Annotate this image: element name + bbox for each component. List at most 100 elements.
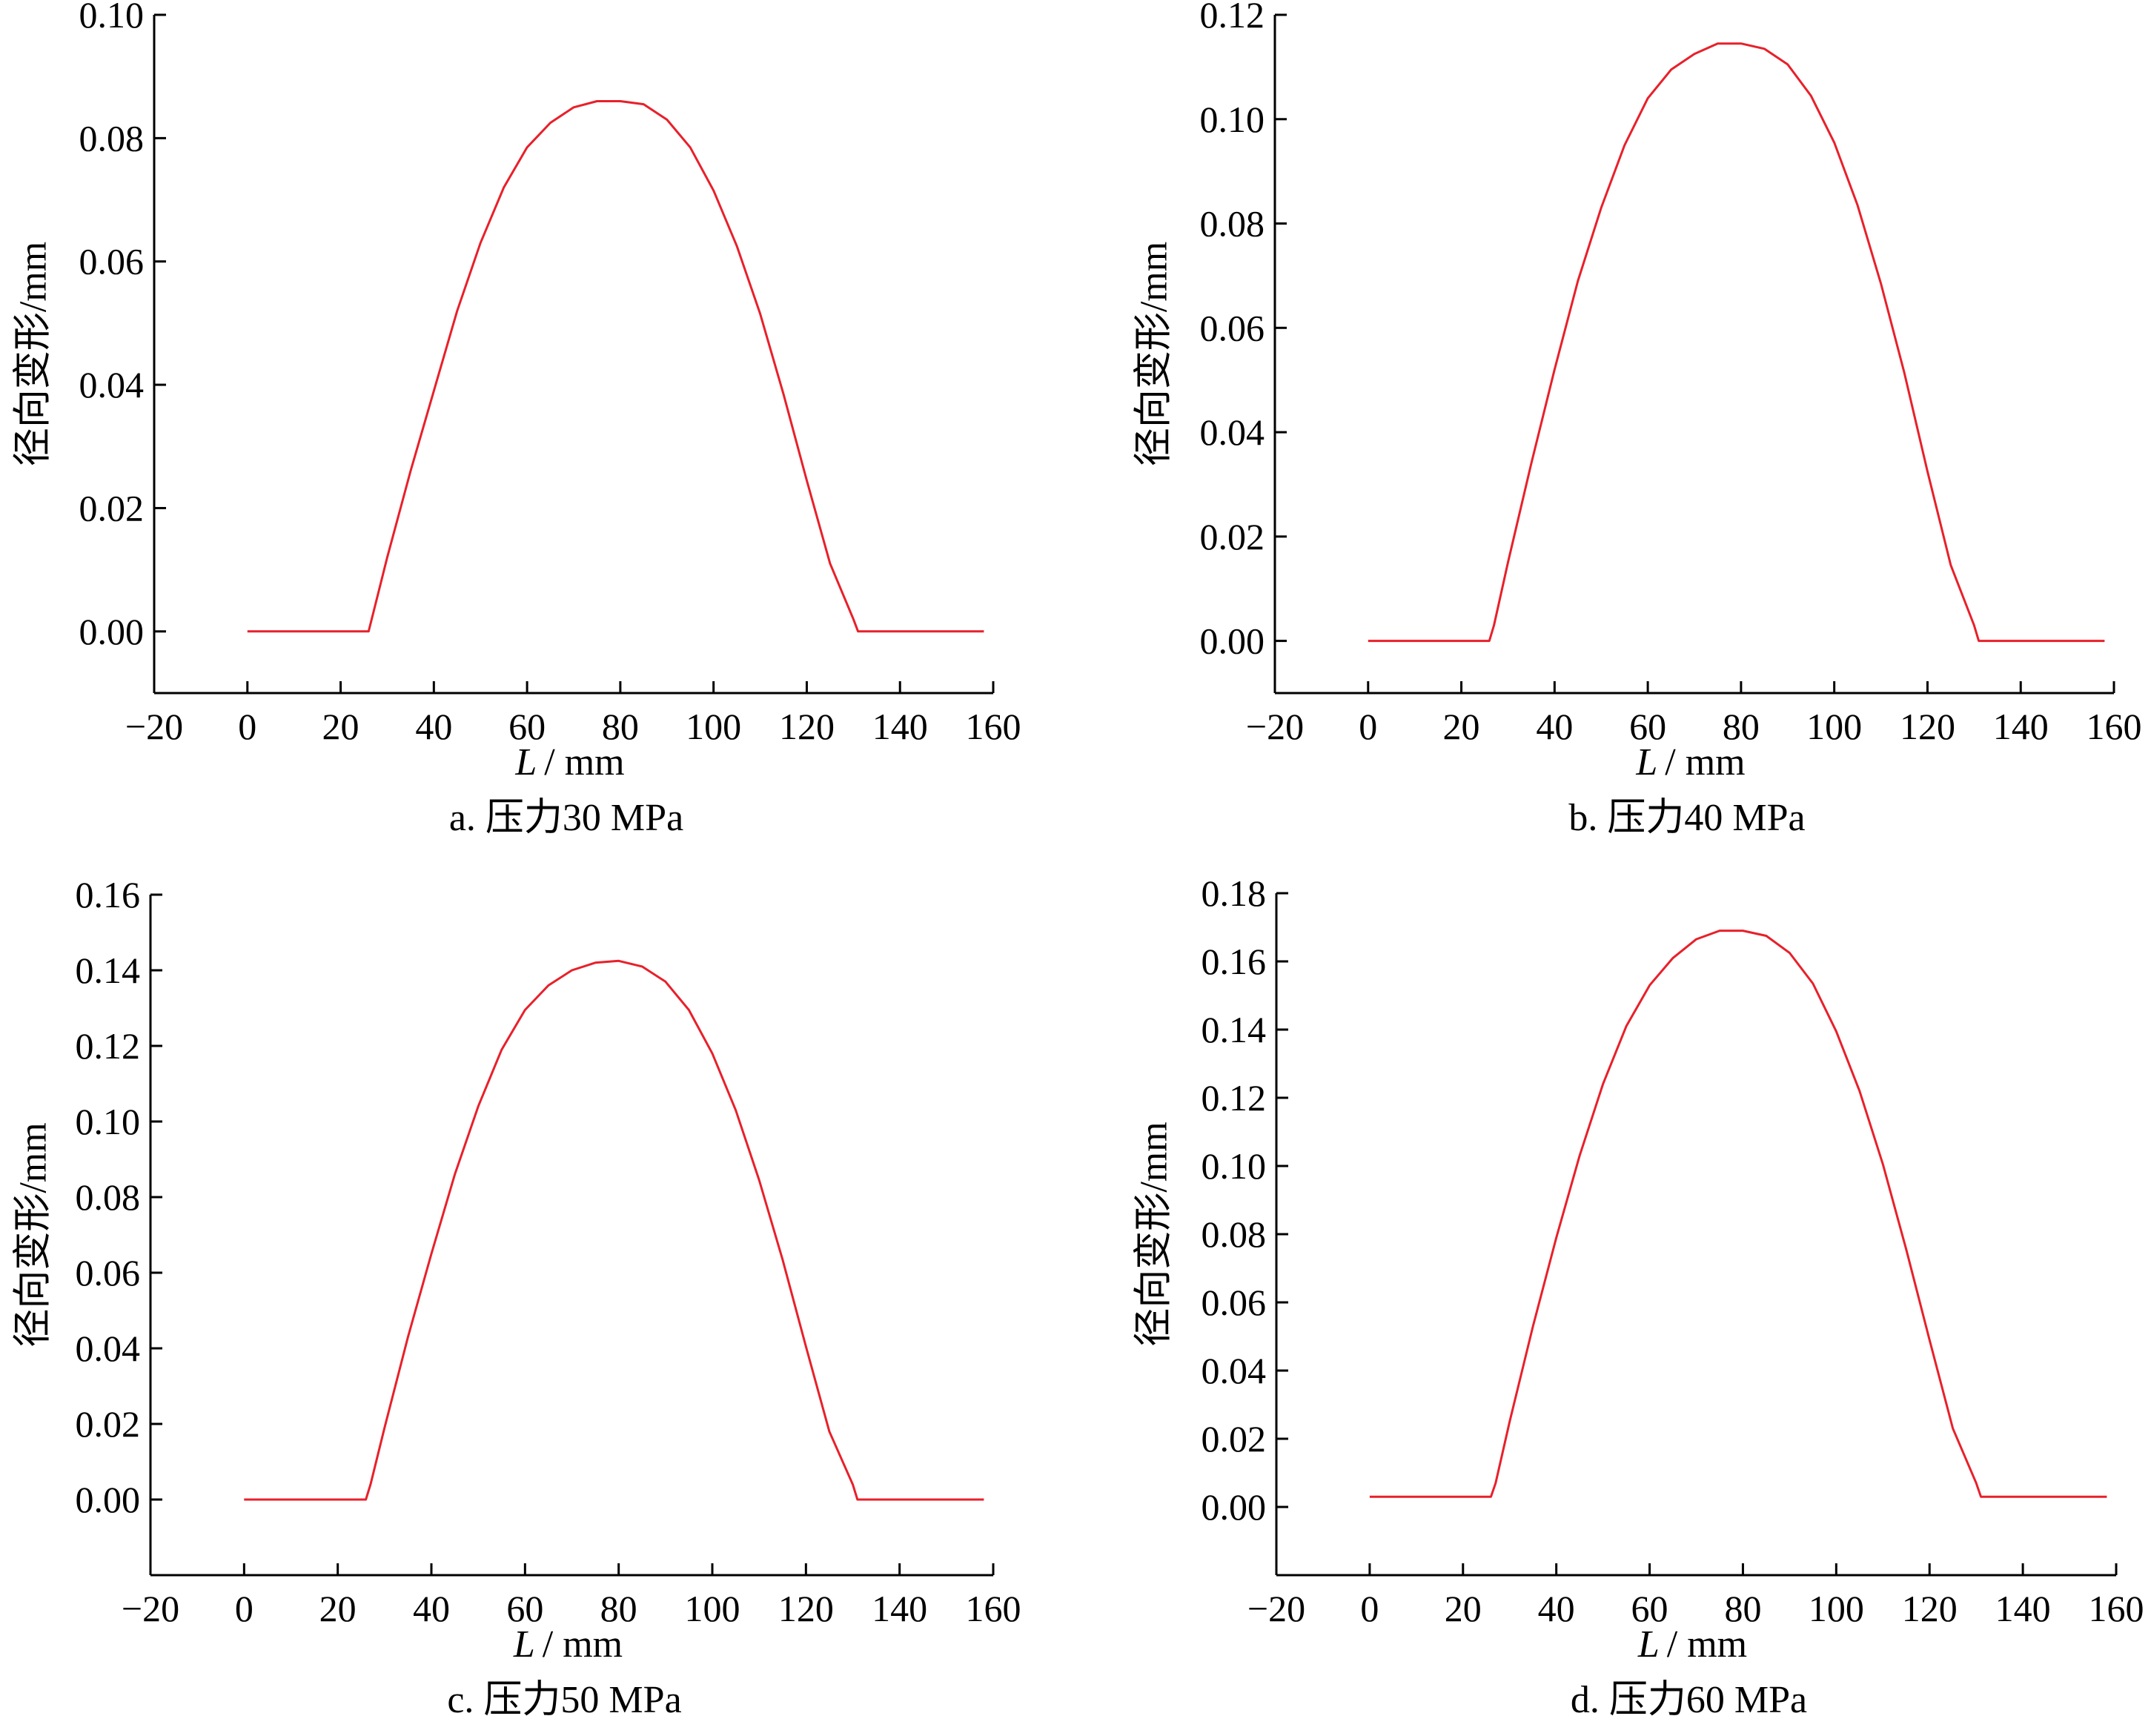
y-tick-label: 0.10: [79, 0, 145, 36]
y-tick-label: 0.12: [1200, 0, 1265, 36]
y-tick-label: 0.10: [76, 1101, 141, 1142]
y-tick-label: 0.08: [1202, 1213, 1267, 1255]
x-tick-label: 0: [235, 1588, 253, 1629]
chart-a: −20 0 20 40 60 80 100 120 140 160 0.00 0.02 0.04 0.06…: [13, 0, 1021, 839]
x-tick-label: 80: [1723, 706, 1760, 747]
y-tick-label: 0.04: [79, 364, 145, 405]
y-tick-label: 0.00: [76, 1479, 141, 1520]
x-tick-label: 140: [1995, 1588, 2051, 1629]
x-axis-unit: / mm: [1665, 741, 1745, 783]
x-axis-variable: L: [513, 1623, 535, 1666]
x-tick-label: 80: [602, 706, 639, 747]
y-tick-label: 0.02: [79, 487, 145, 529]
x-tick-label: 120: [1902, 1588, 1958, 1629]
y-tick-label: 0.06: [79, 241, 145, 282]
y-axis-title: 径向变形/mm: [1133, 1122, 1176, 1346]
y-tick-label: 0.00: [1200, 620, 1265, 662]
chart-b: −20 0 20 40 60 80 100 120 140 160 0.00 0.02 0.04 0.06…: [1133, 0, 2142, 839]
chart-caption: c. 压力50 MPa: [447, 1679, 681, 1721]
chart-d: −20 0 20 40 60 80 100 120 140 160 0.00 0.02 0.04 0.06…: [1133, 872, 2144, 1721]
x-tick-label: 0: [1360, 1588, 1379, 1629]
y-axis-title: 径向变形/mm: [13, 242, 55, 466]
y-tick-label: 0.00: [79, 611, 145, 652]
y-tick-label: 0.04: [76, 1328, 141, 1369]
y-tick-label: 0.14: [76, 950, 141, 991]
x-tick-label: −20: [122, 1588, 179, 1629]
y-tick-label: 0.02: [1200, 516, 1265, 557]
x-tick-label: 60: [506, 1588, 543, 1629]
x-tick-label: 20: [1443, 706, 1480, 747]
x-tick-label: 160: [2087, 706, 2142, 747]
x-axis-title: L / mm: [514, 741, 624, 783]
x-axis-variable: L: [1635, 741, 1657, 783]
x-tick-label: 80: [1724, 1588, 1761, 1629]
y-tick-label: 0.10: [1200, 99, 1265, 140]
x-axis-unit: / mm: [543, 1623, 623, 1666]
x-axis-variable: L: [514, 741, 537, 783]
y-tick-label: 0.08: [79, 117, 145, 159]
x-tick-label: 40: [1536, 706, 1573, 747]
y-tick-label: 0.12: [1202, 1077, 1267, 1119]
x-axis-title: L / mm: [1635, 741, 1745, 783]
x-axis-title: L / mm: [513, 1623, 623, 1666]
x-tick-label: 60: [508, 706, 546, 747]
deformation-curve: [244, 959, 984, 1501]
x-axis-unit: / mm: [544, 741, 624, 783]
chart-c: −20 0 20 40 60 80 100 120 140 160 0.00 0.02 0.04 0.06…: [13, 874, 1021, 1721]
y-tick-label: 0.02: [76, 1403, 141, 1445]
y-tick-label: 0.06: [76, 1252, 141, 1293]
x-tick-label: 60: [1629, 706, 1666, 747]
x-tick-label: 20: [322, 706, 359, 747]
y-tick-label: 0.06: [1200, 307, 1265, 348]
chart-caption: a. 压力30 MPa: [449, 797, 683, 839]
x-tick-label: 160: [2089, 1588, 2144, 1629]
y-tick-label: 0.04: [1200, 411, 1265, 453]
x-tick-label: 160: [966, 706, 1021, 747]
x-tick-label: 20: [1445, 1588, 1482, 1629]
x-tick-label: 160: [966, 1588, 1021, 1629]
x-tick-label: −20: [1247, 1588, 1305, 1629]
chart-caption: d. 压力60 MPa: [1571, 1679, 1807, 1721]
x-tick-label: 20: [319, 1588, 357, 1629]
y-tick-label: 0.00: [1202, 1486, 1267, 1528]
x-tick-label: 120: [1900, 706, 1955, 747]
x-axis-unit: / mm: [1667, 1623, 1747, 1666]
x-tick-label: 140: [872, 706, 928, 747]
y-tick-label: 0.04: [1202, 1350, 1267, 1391]
y-axis-title: 径向变形/mm: [1133, 242, 1176, 466]
x-tick-label: 40: [1538, 1588, 1575, 1629]
x-tick-label: 120: [779, 706, 835, 747]
x-tick-label: 120: [778, 1588, 834, 1629]
x-tick-label: 140: [872, 1588, 927, 1629]
x-tick-label: 40: [415, 706, 452, 747]
x-tick-label: 40: [413, 1588, 450, 1629]
y-tick-label: 0.10: [1202, 1145, 1267, 1187]
y-tick-label: 0.18: [1202, 872, 1267, 914]
x-tick-label: 100: [685, 1588, 740, 1629]
x-tick-label: 0: [238, 706, 256, 747]
x-tick-label: 60: [1631, 1588, 1668, 1629]
x-tick-label: 80: [600, 1588, 637, 1629]
x-axis-variable: L: [1637, 1623, 1660, 1666]
deformation-curve: [1368, 42, 2105, 643]
x-tick-label: 0: [1359, 706, 1377, 747]
x-tick-label: −20: [1246, 706, 1304, 747]
y-axis-title: 径向变形/mm: [13, 1122, 55, 1347]
chart-caption: b. 压力40 MPa: [1568, 797, 1805, 839]
x-axis-title: L / mm: [1637, 1623, 1747, 1666]
x-tick-label: 100: [1809, 1588, 1864, 1629]
y-tick-label: 0.16: [76, 874, 141, 915]
x-tick-label: 100: [1806, 706, 1862, 747]
y-tick-label: 0.02: [1202, 1418, 1267, 1460]
deformation-curve: [1369, 930, 2107, 1498]
y-tick-label: 0.08: [76, 1176, 141, 1218]
deformation-curve: [247, 100, 984, 633]
x-tick-label: 100: [686, 706, 741, 747]
y-tick-label: 0.14: [1202, 1009, 1267, 1050]
y-tick-label: 0.06: [1202, 1282, 1267, 1323]
y-tick-label: 0.16: [1202, 941, 1267, 982]
y-tick-label: 0.12: [76, 1025, 141, 1067]
y-tick-label: 0.08: [1200, 203, 1265, 245]
x-tick-label: −20: [125, 706, 183, 747]
